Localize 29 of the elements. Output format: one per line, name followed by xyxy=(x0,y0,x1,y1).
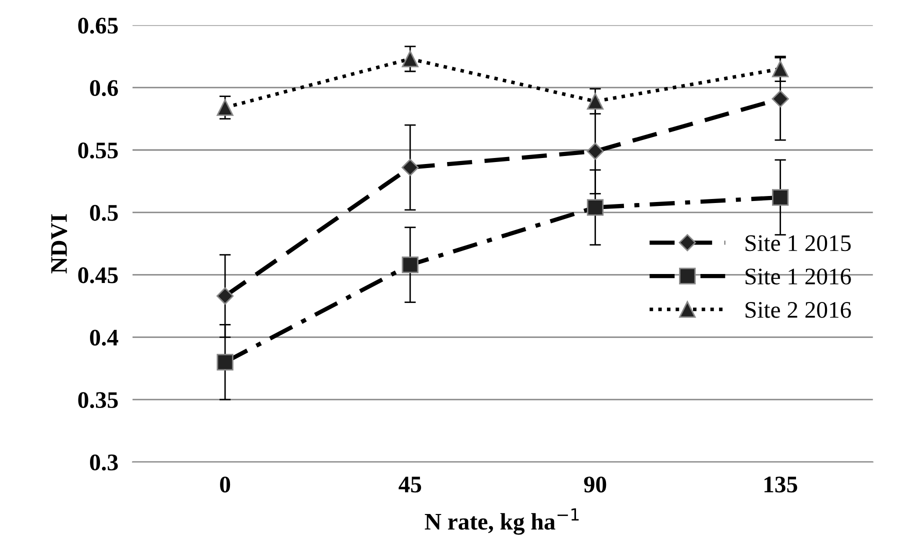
point xyxy=(586,142,604,160)
legend-label: Site 1 2016 xyxy=(746,268,851,285)
y-tick-label: 0.55 xyxy=(78,142,118,159)
y-axis-title: NDVI xyxy=(51,214,68,274)
point xyxy=(216,287,234,305)
x-axis-title: N rate, kg ha$^{−1}$ xyxy=(424,508,579,535)
x-tick-label: 135 xyxy=(764,476,798,493)
y-tick-label: 0.65 xyxy=(78,18,118,34)
point xyxy=(216,99,234,116)
point xyxy=(772,189,789,206)
point xyxy=(402,50,418,68)
y-tick-label: 0.45 xyxy=(78,267,118,284)
point xyxy=(586,199,604,216)
point xyxy=(772,90,789,108)
x-tick-label: 0 xyxy=(220,476,230,493)
legend-label: Site 1 2015 xyxy=(746,235,851,252)
legend-label: Site 2 2016 xyxy=(746,302,851,318)
y-tick-label: 0.3 xyxy=(90,454,118,471)
y-tick-label: 0.5 xyxy=(90,204,118,221)
x-tick-label: 90 xyxy=(584,476,606,493)
point xyxy=(402,158,419,176)
point xyxy=(216,354,234,370)
point xyxy=(586,92,604,110)
y-tick-label: 0.4 xyxy=(90,330,118,346)
point xyxy=(772,60,789,78)
y-tick-label: 0.6 xyxy=(90,80,118,96)
y-tick-label: 0.35 xyxy=(78,392,118,408)
x-tick-label: 45 xyxy=(398,476,422,493)
point xyxy=(402,256,418,274)
